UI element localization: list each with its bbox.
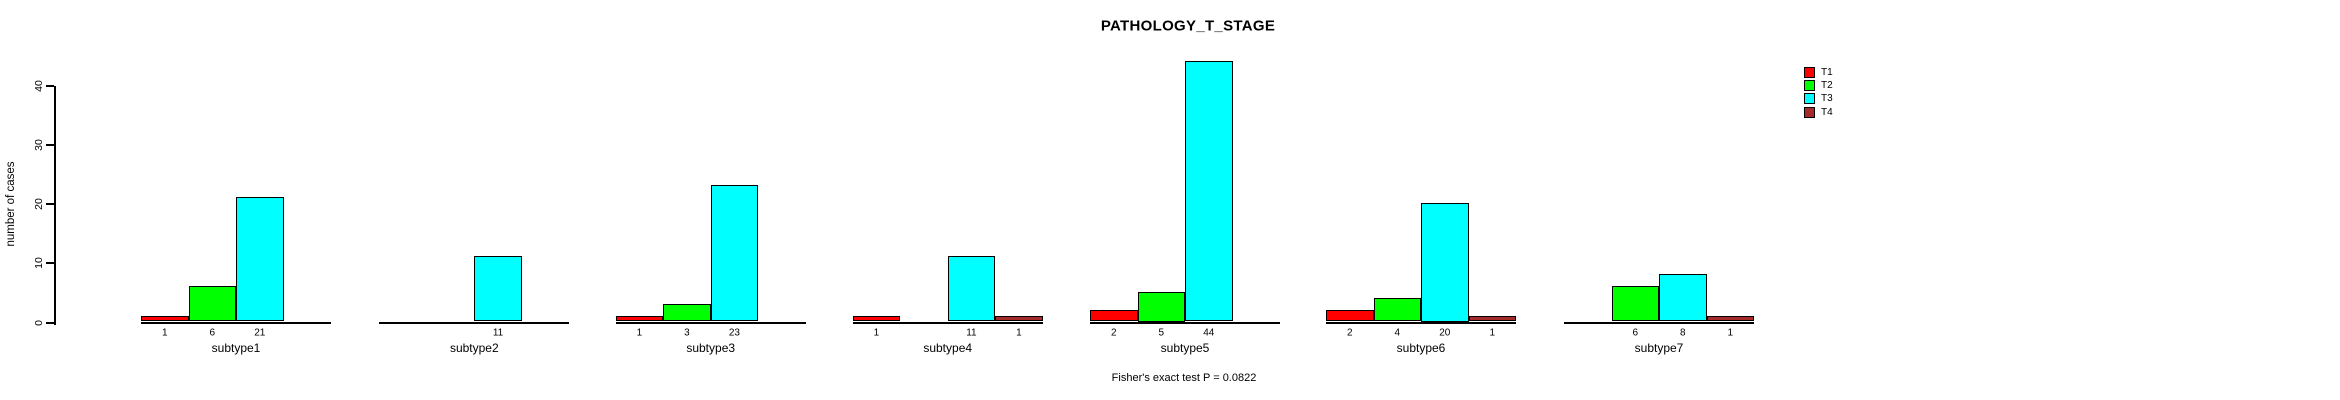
y-axis-label: number of cases	[5, 161, 17, 247]
legend-item-t4: T4	[1804, 106, 1833, 118]
category-label-subtype5: subtype5	[1160, 341, 1210, 355]
bar-count-label: 1	[161, 327, 168, 339]
chart-title: PATHOLOGY_T_STAGE	[1100, 17, 1276, 35]
bar-t3-subtype3	[710, 185, 759, 322]
legend: T1 T2 T3 T4	[1804, 67, 1864, 127]
category-label-subtype6: subtype6	[1396, 341, 1446, 355]
group-baseline	[141, 321, 331, 324]
bar-count-label: 1	[1016, 327, 1022, 339]
legend-swatch-t2	[1804, 80, 1815, 92]
bar-count-label: 21	[254, 327, 266, 339]
bar-t2-subtype6	[1373, 297, 1421, 322]
category-label-subtype7: subtype7	[1634, 341, 1684, 355]
bar-t1-subtype4	[852, 315, 901, 322]
legend-swatch-t3	[1804, 93, 1815, 105]
bar-t4-subtype4	[995, 315, 1043, 322]
group-baseline	[852, 321, 1043, 324]
y-tick-label: 10	[33, 257, 45, 270]
legend-label-t4: T4	[1821, 106, 1833, 118]
bar-t1-subtype1	[141, 315, 189, 322]
bar-t4-subtype7	[1706, 315, 1754, 322]
bar-count-label: 1	[873, 327, 880, 339]
bar-t3-subtype6	[1421, 203, 1469, 322]
y-axis-tick	[46, 262, 54, 265]
group-baseline	[615, 321, 806, 324]
bar-t1-subtype5	[1090, 309, 1138, 322]
y-tick-label: 20	[33, 198, 45, 210]
bar-t2-subtype7	[1611, 285, 1659, 322]
bar-count-label: 23	[728, 327, 740, 339]
bar-t2-subtype3	[663, 303, 711, 322]
y-tick-label: 0	[33, 319, 45, 326]
bar-count-label: 20	[1439, 327, 1451, 339]
bar-count-label: 3	[684, 327, 690, 339]
legend-item-t3: T3	[1804, 93, 1833, 105]
bar-count-label: 1	[636, 327, 643, 339]
bar-t4-subtype6	[1468, 315, 1516, 322]
bar-t2-subtype1	[188, 285, 236, 322]
group-baseline	[1090, 321, 1280, 324]
y-tick-label: 40	[33, 79, 45, 92]
bar-t1-subtype3	[615, 315, 664, 322]
bar-count-label: 6	[1632, 327, 1639, 339]
bar-count-label: 44	[1203, 327, 1215, 339]
category-label-subtype1: subtype1	[211, 341, 261, 355]
group-baseline	[1326, 321, 1516, 324]
y-axis-tick	[46, 143, 54, 146]
y-axis-tick	[46, 84, 54, 87]
legend-swatch-t1	[1804, 67, 1815, 78]
fisher-test-annotation: Fisher's exact test P = 0.0822	[1111, 372, 1257, 384]
bar-t3-subtype1	[236, 197, 284, 322]
category-label-subtype4: subtype4	[923, 341, 973, 355]
bar-t2-subtype5	[1137, 291, 1185, 322]
group-baseline	[379, 321, 570, 324]
legend-label-t3: T3	[1821, 93, 1833, 105]
bar-count-label: 2	[1346, 327, 1353, 339]
y-tick-label: 30	[33, 138, 45, 151]
y-axis-line	[54, 85, 56, 325]
bar-count-label: 1	[1727, 327, 1734, 339]
bar-count-label: 4	[1394, 327, 1401, 339]
bar-count-label: 6	[209, 327, 216, 339]
bar-t3-subtype2	[474, 256, 522, 322]
bar-t1-subtype6	[1326, 309, 1374, 322]
legend-label-t2: T2	[1821, 80, 1833, 92]
bar-t3-subtype4	[947, 256, 996, 322]
bar-count-label: 2	[1110, 327, 1117, 339]
y-axis-tick	[46, 321, 54, 324]
group-baseline	[1564, 321, 1754, 324]
legend-item-t2: T2	[1804, 80, 1833, 92]
category-label-subtype2: subtype2	[449, 341, 499, 355]
category-label-subtype3: subtype3	[686, 341, 736, 355]
bar-count-label: 5	[1158, 327, 1165, 339]
y-axis-tick	[46, 203, 54, 205]
bar-count-label: 1	[1489, 327, 1496, 339]
bar-count-label: 8	[1679, 327, 1686, 339]
bar-count-label: 11	[966, 327, 977, 339]
legend-item-t1: T1	[1804, 67, 1833, 78]
bar-t3-subtype5	[1185, 60, 1233, 322]
legend-label-t1: T1	[1821, 67, 1833, 78]
bar-t3-subtype7	[1659, 274, 1707, 322]
legend-swatch-t4	[1804, 106, 1815, 118]
bar-count-label: 11	[492, 327, 504, 339]
